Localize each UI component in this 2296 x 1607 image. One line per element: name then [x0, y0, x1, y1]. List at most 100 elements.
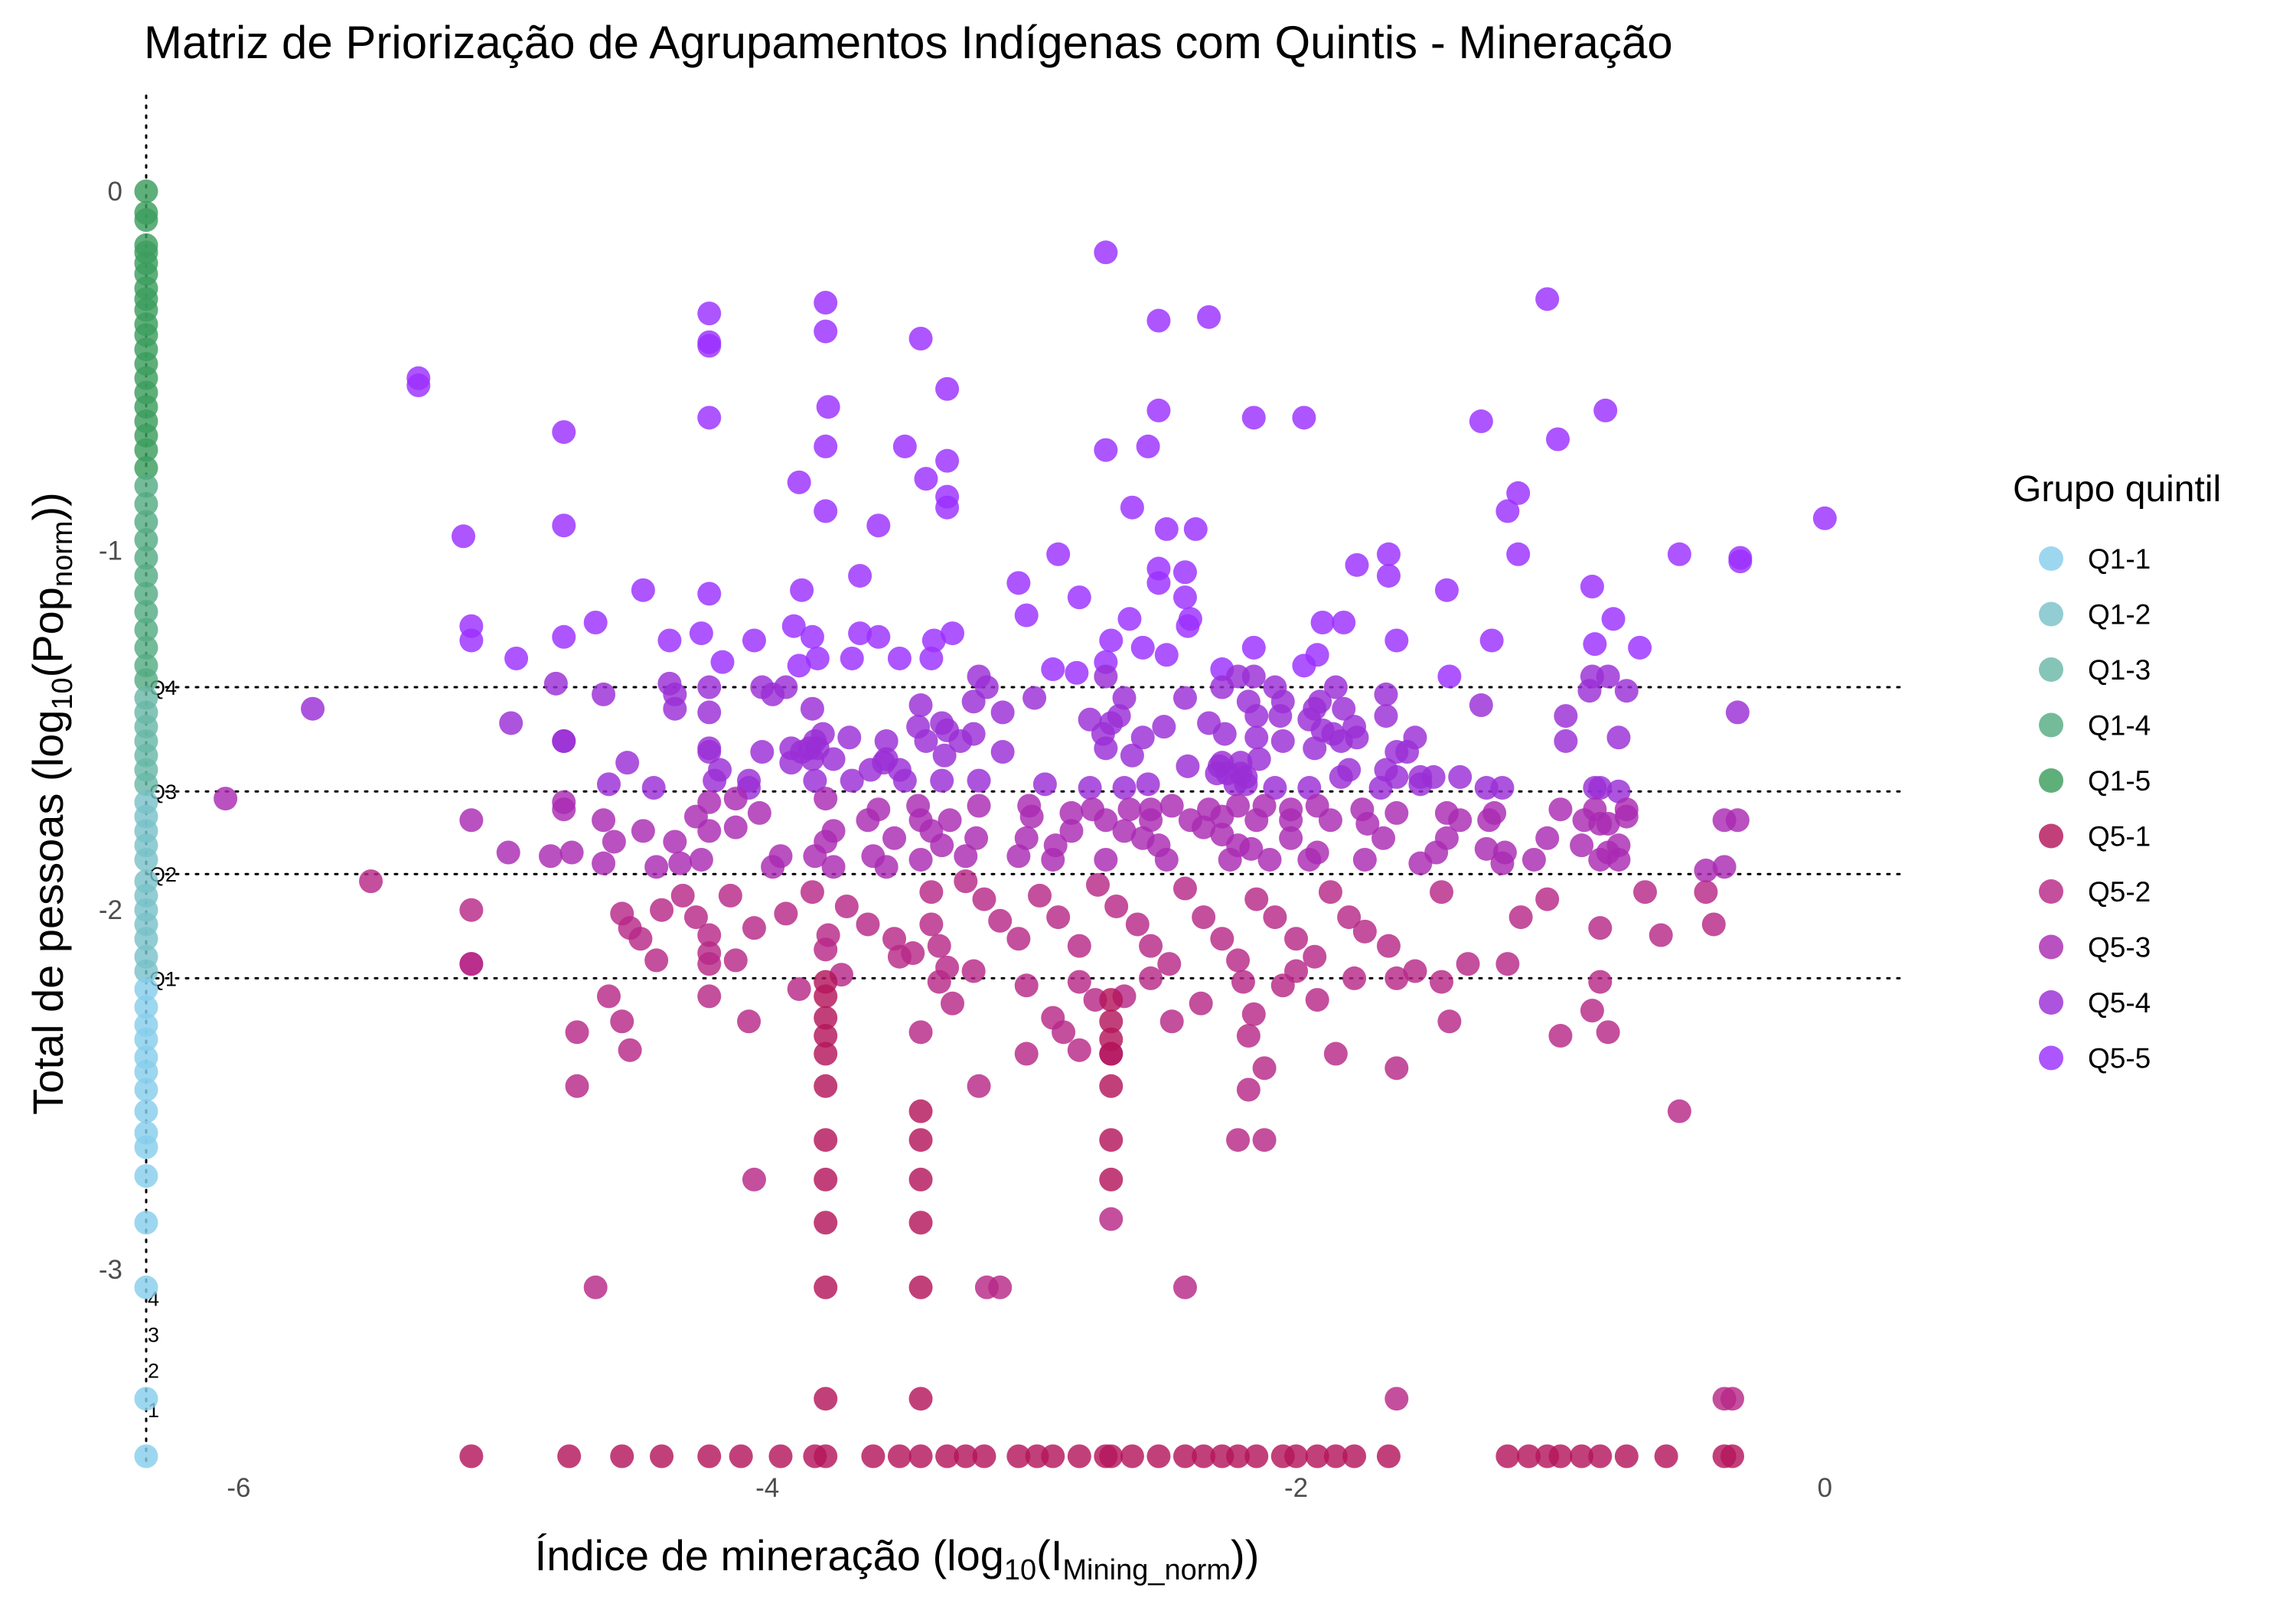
point-q5-5 — [814, 319, 838, 344]
point-q5-4 — [1120, 743, 1144, 768]
point-q5-4 — [1094, 664, 1118, 689]
point-q5-5 — [816, 395, 840, 419]
legend-label-q5-1: Q5-1 — [2088, 821, 2151, 852]
point-q5-5 — [1120, 495, 1144, 520]
point-q5-2 — [1014, 973, 1039, 998]
point-q1-1 — [134, 1099, 158, 1123]
legend-label-q5-5: Q5-5 — [2088, 1043, 2151, 1074]
point-q5-5 — [908, 327, 933, 351]
point-q5-2 — [1667, 1099, 1691, 1123]
point-q5-5 — [697, 582, 722, 606]
point-q1-1 — [134, 1275, 158, 1299]
point-q1-4 — [134, 492, 158, 517]
point-q5-4 — [543, 671, 568, 696]
point-q5-4 — [1606, 725, 1631, 750]
point-q5-4 — [663, 696, 687, 721]
point-q5-1 — [557, 1444, 582, 1468]
point-q5-2 — [1649, 923, 1673, 947]
point-q5-2 — [459, 952, 484, 976]
point-q5-5 — [552, 420, 576, 445]
legend-key-q5-2 — [2039, 879, 2063, 904]
point-q5-5 — [451, 524, 475, 549]
point-q5-5 — [1310, 610, 1335, 634]
point-q5-4 — [1263, 776, 1287, 800]
point-q5-5 — [887, 646, 912, 670]
point-q5-5 — [1580, 575, 1604, 599]
point-q5-2 — [919, 912, 944, 937]
point-q5-5 — [1046, 542, 1071, 566]
point-q5-5 — [459, 628, 484, 653]
point-q5-3 — [1725, 808, 1750, 833]
point-q5-5 — [914, 467, 938, 491]
y-tick-label: -3 — [99, 1255, 122, 1285]
point-q5-4 — [1606, 779, 1631, 804]
point-q1-1 — [134, 1211, 158, 1235]
point-q5-5 — [504, 646, 529, 670]
point-q5-5 — [697, 302, 722, 326]
point-q5-3 — [1712, 855, 1737, 879]
point-q5-3 — [1477, 808, 1502, 833]
point-q5-3 — [761, 855, 785, 879]
point-q1-5 — [134, 456, 158, 481]
point-q5-2 — [967, 1074, 991, 1098]
point-q5-4 — [1136, 772, 1160, 797]
point-q5-3 — [697, 819, 722, 843]
point-q5-3 — [1606, 847, 1631, 872]
point-q5-2 — [927, 970, 951, 994]
point-q5-4 — [803, 768, 827, 793]
point-q5-4 — [1408, 772, 1433, 797]
point-q5-3 — [1094, 808, 1118, 833]
point-q5-2 — [774, 901, 798, 926]
point-q5-2 — [1632, 880, 1657, 905]
point-q5-2 — [670, 883, 695, 908]
point-q5-3 — [1094, 847, 1118, 872]
point-q5-1 — [1099, 1009, 1124, 1034]
point-q5-3 — [631, 819, 655, 843]
legend-label-q5-3: Q5-3 — [2088, 932, 2151, 963]
point-q1-3 — [134, 772, 158, 797]
point-q5-2 — [718, 883, 742, 908]
point-q5-2 — [1085, 872, 1110, 897]
point-q5-2 — [908, 1020, 933, 1045]
point-q5-3 — [1490, 851, 1515, 875]
point-q5-2 — [697, 923, 722, 947]
point-q5-5 — [848, 563, 872, 588]
point-q5-3 — [1218, 847, 1242, 872]
point-q5-5 — [805, 646, 830, 670]
point-q5-3 — [1159, 794, 1184, 818]
legend-key-q5-4 — [2039, 990, 2063, 1015]
point-q5-4 — [1152, 715, 1176, 739]
point-q5-2 — [1376, 934, 1401, 958]
point-q5-2 — [1052, 1020, 1076, 1045]
point-q5-1 — [1570, 1444, 1594, 1468]
point-q5-2 — [1263, 905, 1287, 930]
point-q5-4 — [1469, 693, 1493, 718]
point-q5-1 — [1041, 1444, 1065, 1468]
point-q5-2 — [1014, 1041, 1039, 1066]
point-q5-5 — [814, 499, 838, 523]
point-q5-2 — [1252, 1128, 1277, 1152]
point-q5-2 — [800, 880, 824, 905]
point-q5-2 — [1588, 970, 1613, 994]
point-q5-2 — [359, 869, 383, 894]
legend-label-q1-5: Q1-5 — [2088, 765, 2151, 797]
point-q5-4 — [697, 740, 722, 764]
point-q5-3 — [814, 787, 838, 811]
point-q5-1 — [908, 1099, 933, 1123]
point-q5-3 — [964, 826, 989, 850]
point-q5-1 — [1548, 1444, 1573, 1468]
point-q5-5 — [1376, 563, 1401, 588]
point-q1-2 — [134, 959, 158, 983]
point-q5-3 — [1279, 808, 1303, 833]
point-q5-1 — [1099, 1444, 1124, 1468]
point-q5-5 — [919, 646, 944, 670]
point-q5-5 — [1065, 660, 1089, 685]
point-q1-1 — [134, 1060, 158, 1084]
point-q5-4 — [1614, 679, 1639, 703]
point-q5-5 — [552, 513, 576, 538]
point-q5-4 — [1374, 704, 1398, 729]
point-q1-1 — [134, 1444, 158, 1468]
legend-label-q5-2: Q5-2 — [2088, 876, 2151, 908]
point-q5-3 — [592, 851, 616, 875]
point-q5-5 — [1479, 628, 1504, 653]
